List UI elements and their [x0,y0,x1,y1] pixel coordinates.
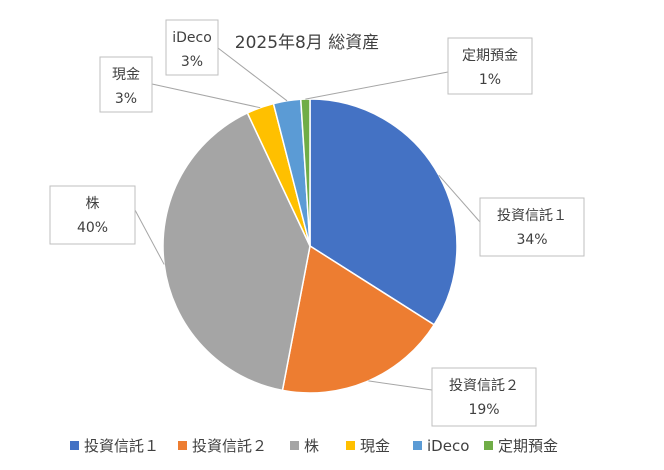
data-label-value-現金: 3% [115,91,137,107]
data-label-value-投資信託１: 34% [516,232,547,248]
leader-line-投資信託１ [438,174,481,223]
leader-line-株 [134,209,165,265]
legend-label-投資信託１: 投資信託１ [84,437,159,455]
data-label-value-定期預金: 1% [479,72,501,88]
leader-line-投資信託２ [368,380,433,391]
legend-swatch-投資信託２ [178,441,187,450]
data-label-box-投資信託１ [479,197,585,257]
data-label-category-投資信託２: 投資信託２ [449,378,519,394]
legend-label-現金: 現金 [360,437,390,455]
legend-swatch-定期預金 [484,441,493,450]
data-label-category-定期預金: 定期預金 [462,48,518,64]
data-label-category-ideco: iDeco [172,30,212,46]
legend-swatch-現金 [346,441,355,450]
leader-lines [134,47,481,391]
legend: 投資信託１ 投資信託２ 株 現金 iDeco 定期預金 [70,437,558,455]
legend-label-定期預金: 定期預金 [498,437,558,455]
legend-swatch-株 [290,441,299,450]
data-label-category-投資信託１: 投資信託１ [497,208,567,224]
data-label-box-定期預金 [447,37,533,95]
legend-swatch-投資信託１ [70,441,79,450]
data-label-category-現金: 現金 [112,67,140,83]
leader-line-現金 [151,83,261,109]
leader-line-ideco [217,47,288,102]
pie-slices [162,98,458,394]
pie-slice-株 [162,111,311,392]
data-label-box-株 [49,185,136,245]
data-label-box-ideco [165,19,219,76]
pie-slice-投資信託２ [281,244,436,394]
data-labels: 投資信託１ 34% 投資信託２ 19% 株 40% 現金 3% iDeco 3% 定期預金 1% [49,19,585,427]
data-label-box-現金 [99,56,153,113]
data-label-category-株: 株 [86,196,100,212]
data-label-value-株: 40% [77,220,108,236]
legend-label-株: 株 [304,437,319,455]
chart-title: 2025年8月 総資産 [235,33,379,53]
legend-label-投資信託２: 投資信託２ [192,437,267,455]
leader-line-定期預金 [305,71,449,100]
data-label-box-投資信託２ [431,367,537,427]
legend-label-ideco: iDeco [427,437,469,455]
legend-swatch-ideco [413,441,422,450]
data-label-value-ideco: 3% [181,54,203,70]
data-label-value-投資信託２: 19% [468,402,499,418]
